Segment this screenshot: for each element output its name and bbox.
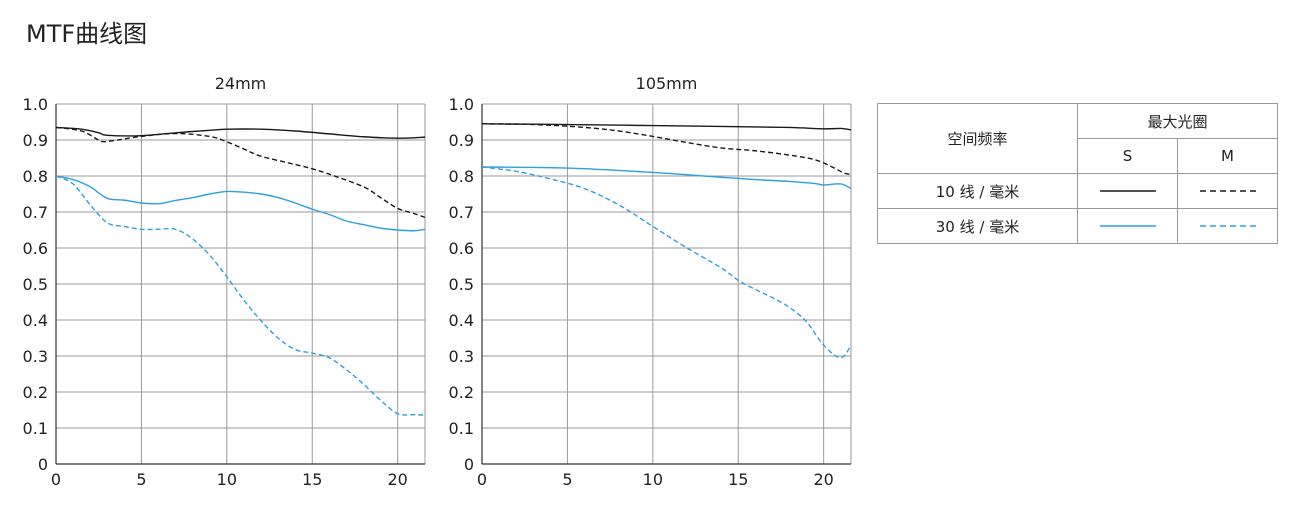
series-10-m-line: [55, 126, 426, 219]
x-tick-label: 20: [387, 470, 407, 489]
y-tick-label: 0.1: [23, 419, 48, 438]
y-tick-label: 0.7: [449, 203, 474, 222]
page-title: MTF曲线图: [26, 20, 148, 48]
y-tick-label: 0.2: [449, 383, 474, 402]
legend-col-sagittal: S: [1077, 138, 1178, 174]
y-tick-label: 0.6: [23, 239, 48, 258]
legend-header-max-aperture: 最大光圈: [1077, 103, 1278, 139]
legend-header-spatial-frequency: 空间频率: [877, 103, 1078, 174]
mtf-legend-table: 空间频率 最大光圈 S M 10 线 / 毫米 30 线 / 毫米: [877, 103, 1278, 244]
x-tick-label: 15: [728, 470, 748, 489]
y-tick-label: 0.4: [23, 311, 48, 330]
y-tick-label: 0: [38, 455, 48, 474]
x-tick-label: 20: [813, 470, 833, 489]
y-tick-label: 0.1: [449, 419, 474, 438]
y-tick-label: 0.7: [23, 203, 48, 222]
series-10-s-line: [55, 126, 426, 139]
y-tick-label: 0.9: [449, 131, 474, 150]
mtf-chart-0: 24mm 0 0.1 0.2 0.3 0.4 0.5 0.6 0.7 0.8 0.9 1.0 0 5 10 1…: [23, 74, 426, 489]
legend-swatch-10-m: [1177, 173, 1278, 209]
legend-swatch-10-s: [1077, 173, 1178, 209]
y-tick-label: 0.3: [23, 347, 48, 366]
x-tick-label: 0: [477, 470, 487, 489]
y-tick-label: 0.6: [449, 239, 474, 258]
y-tick-label: 0.9: [23, 131, 48, 150]
chart-title: 105mm: [636, 74, 698, 93]
legend-swatch-30-s: [1077, 208, 1178, 244]
x-tick-label: 15: [302, 470, 322, 489]
legend-swatch-30-m: [1177, 208, 1278, 244]
y-tick-label: 0: [464, 455, 474, 474]
y-tick-label: 1.0: [23, 95, 48, 114]
y-tick-label: 0.8: [23, 167, 48, 186]
x-tick-label: 10: [217, 470, 237, 489]
legend-col-meridional: M: [1177, 138, 1278, 174]
y-tick-label: 0.2: [23, 383, 48, 402]
y-tick-label: 0.4: [449, 311, 474, 330]
x-tick-label: 5: [562, 470, 572, 489]
mtf-chart-1: 105mm 0 0.1 0.2 0.3 0.4 0.5 0.6 0.7 0.8 0.9 1.0 0 5 10…: [449, 74, 852, 489]
series-30-s-line: [481, 166, 852, 190]
x-tick-label: 0: [51, 470, 61, 489]
x-tick-label: 10: [643, 470, 663, 489]
series-30-m-line: [481, 166, 852, 359]
y-tick-label: 0.3: [449, 347, 474, 366]
x-tick-label: 5: [136, 470, 146, 489]
series-10-s-line: [481, 123, 852, 131]
legend-row-30lp: 30 线 / 毫米: [877, 208, 1078, 244]
y-tick-label: 0.8: [449, 167, 474, 186]
y-tick-label: 0.5: [449, 275, 474, 294]
chart-title: 24mm: [215, 74, 267, 93]
series-30-s-line: [55, 175, 426, 232]
y-tick-label: 0.5: [23, 275, 48, 294]
series-10-m-line: [481, 123, 852, 175]
series-30-m-line: [55, 175, 426, 416]
legend-row-10lp: 10 线 / 毫米: [877, 173, 1078, 209]
y-tick-label: 1.0: [449, 95, 474, 114]
